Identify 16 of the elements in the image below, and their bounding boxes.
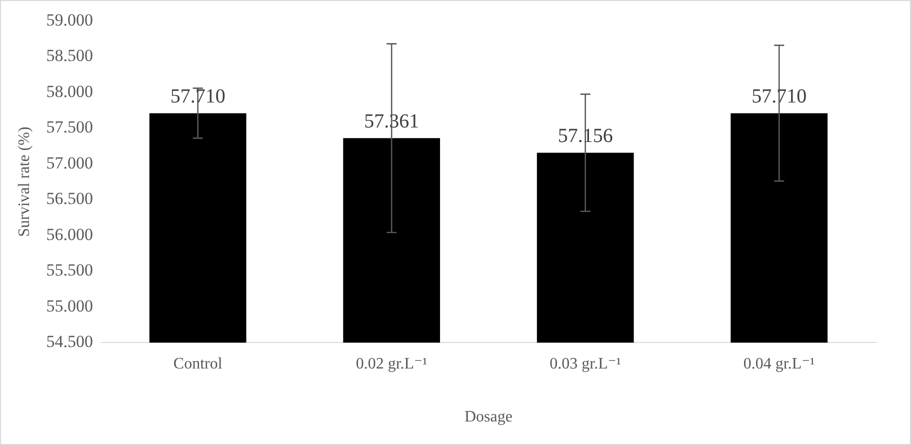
y-tick-label: 57.500 [46,118,93,137]
y-tick-label: 56.500 [46,189,93,208]
y-tick-label: 58.500 [46,46,93,66]
y-tick-label: 55.500 [46,260,93,280]
y-tick-label: 54.500 [46,332,93,352]
y-tick-label: 57.000 [46,153,93,172]
y-tick-label: 56.000 [46,224,93,244]
y-axis-title: Survival rate (%) [16,126,33,237]
y-tick-label: 59.000 [46,10,93,30]
y-tick-label: 55.000 [46,296,93,316]
y-tick-label: 58.000 [46,82,93,101]
x-tick-label: 0.02 gr.L⁻¹ [356,355,428,372]
x-tick-label: 0.04 gr.L⁻¹ [743,355,816,372]
x-tick-label: Control [173,355,223,372]
x-tick-label: 0.03 gr.L⁻¹ [550,355,622,372]
x-axis-title: Dosage [464,408,512,426]
